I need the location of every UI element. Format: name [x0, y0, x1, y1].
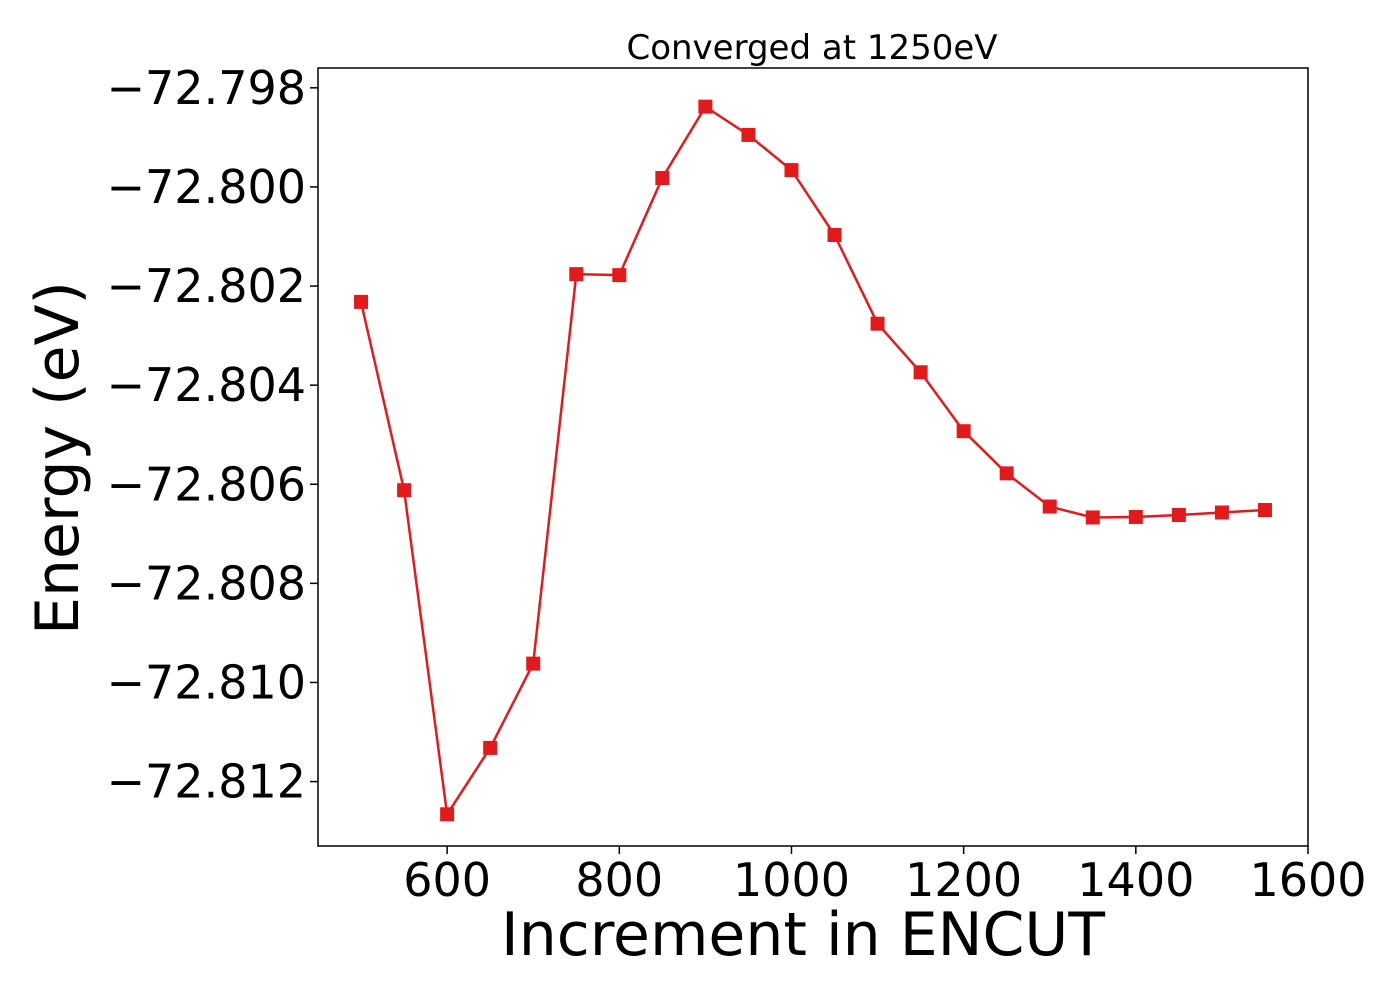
chart-title: Converged at 1250eV: [626, 28, 997, 68]
data-point: [1257, 503, 1272, 518]
y-axis-ticks: −72.798 −72.800 −72.802 −72.804 −72.806 −72.8…: [107, 61, 318, 809]
data-point: [999, 466, 1014, 481]
y-tick-label: −72.806: [107, 457, 307, 511]
data-point: [569, 267, 584, 282]
x-tick-label: 1200: [905, 853, 1022, 907]
data-point: [483, 740, 498, 755]
data-point: [397, 483, 412, 498]
y-tick-label: −72.810: [107, 655, 307, 709]
x-tick-label: 1400: [1077, 853, 1194, 907]
data-point: [913, 365, 928, 380]
data-point: [784, 163, 799, 178]
data-point: [1042, 499, 1057, 514]
data-point: [526, 656, 541, 671]
x-tick-label: 800: [575, 853, 663, 907]
y-tick-label: −72.800: [107, 160, 307, 214]
data-point: [655, 171, 670, 186]
series-line: [359, 104, 1266, 818]
data-point: [741, 127, 756, 142]
data-point: [612, 268, 627, 283]
x-tick-label: 1600: [1249, 853, 1366, 907]
y-tick-label: −72.804: [107, 358, 307, 412]
x-axis-ticks: 600 800 1000 1200 1400 1600: [403, 846, 1367, 907]
x-tick-label: 1000: [733, 853, 850, 907]
data-point: [870, 316, 885, 331]
data-point: [1214, 505, 1229, 520]
data-point: [1171, 507, 1186, 522]
series-markers: [354, 99, 1272, 822]
data-point: [827, 227, 842, 242]
x-axis-label: Increment in ENCUT: [501, 900, 1105, 970]
data-point: [354, 294, 369, 309]
data-point: [1128, 509, 1143, 524]
data-point: [956, 424, 971, 439]
y-tick-label: −72.812: [107, 755, 307, 809]
data-point: [440, 807, 455, 822]
y-axis-label: Energy (eV): [23, 281, 93, 635]
plot-area-frame: [317, 67, 1309, 847]
y-tick-label: −72.802: [107, 259, 307, 313]
y-tick-label: −72.798: [107, 61, 307, 115]
x-tick-label: 600: [403, 853, 491, 907]
y-tick-label: −72.808: [107, 556, 307, 610]
data-point: [698, 99, 713, 114]
data-point: [1085, 510, 1100, 525]
